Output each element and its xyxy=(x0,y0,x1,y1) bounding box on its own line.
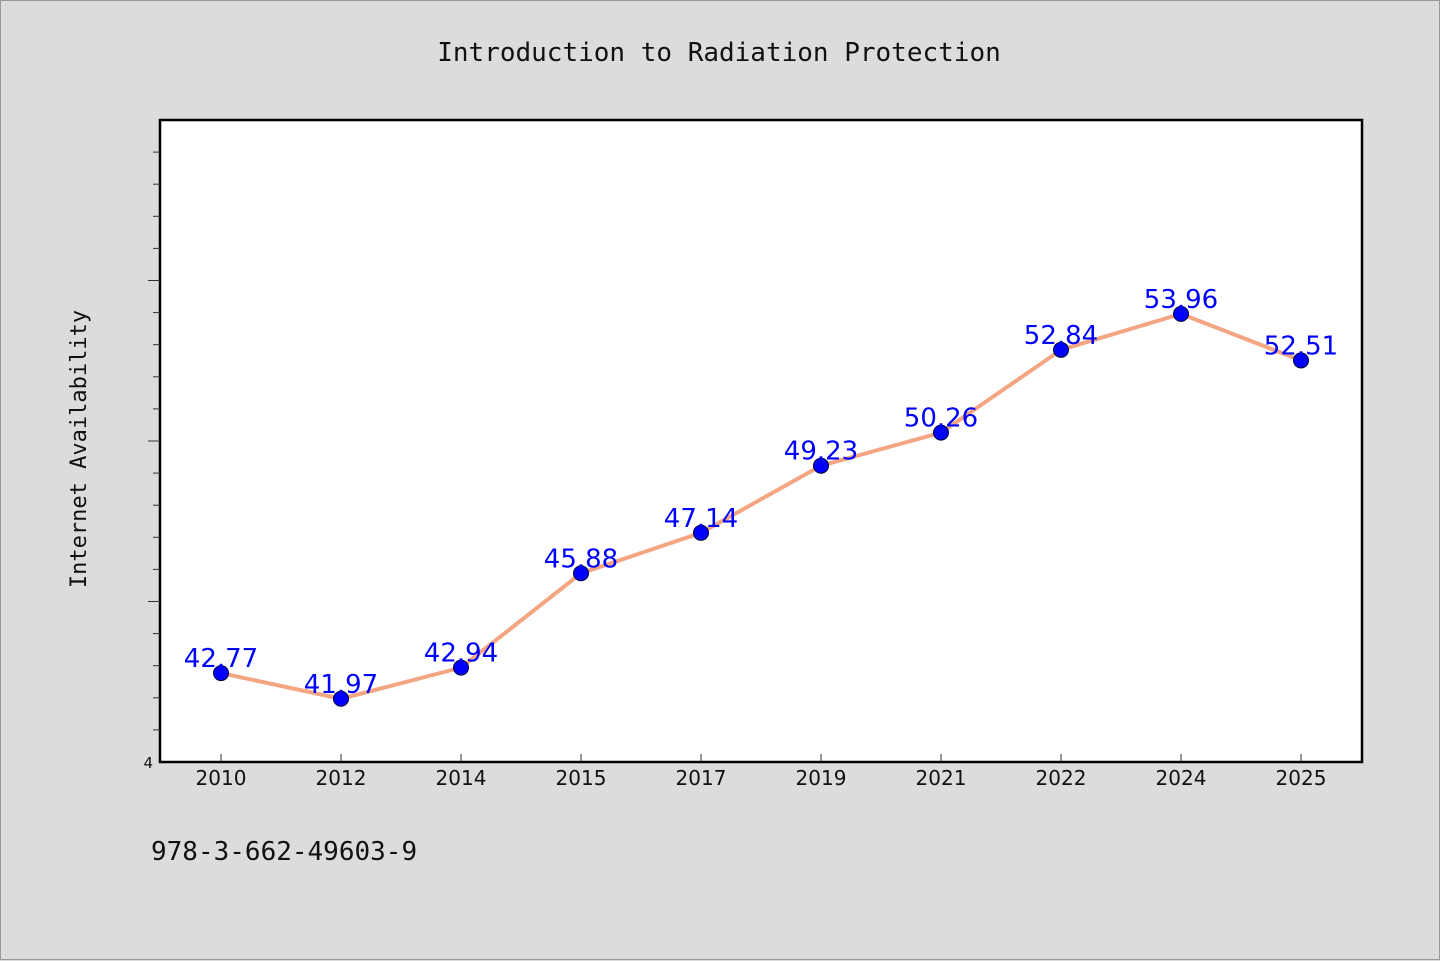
data-label: 42.94 xyxy=(424,639,498,669)
data-label: 45.88 xyxy=(544,544,618,574)
series-line xyxy=(220,311,1302,701)
data-point xyxy=(693,524,709,541)
data-point xyxy=(813,457,829,474)
data-label: 50.26 xyxy=(904,404,978,434)
data-label: 52.51 xyxy=(1264,331,1338,361)
data-label: 41.97 xyxy=(304,670,378,700)
x-tick-label: 2014 xyxy=(436,766,487,790)
x-tick-label: 2022 xyxy=(1036,766,1087,790)
y-axis-ticks xyxy=(148,151,160,731)
chart-title: Introduction to Radiation Protection xyxy=(437,38,1001,68)
data-point xyxy=(213,665,229,682)
x-tick-label: 2017 xyxy=(676,766,727,790)
data-label: 49.23 xyxy=(784,437,858,467)
y-tick-label: 4 xyxy=(143,754,153,772)
data-markers xyxy=(213,305,1309,707)
data-point xyxy=(453,659,469,676)
x-tick-label: 2012 xyxy=(316,766,367,790)
x-tick-label: 2025 xyxy=(1276,766,1327,790)
x-axis-ticks: 2010 2012 2014 2015 2017 2019 2021 2022 2024 2025 xyxy=(196,754,1327,790)
y-axis-label: Internet Availability xyxy=(67,310,92,588)
x-tick-label: 2015 xyxy=(556,766,607,790)
data-point xyxy=(333,690,349,707)
plot-area xyxy=(158,118,1364,764)
x-tick-label: 2024 xyxy=(1156,766,1207,790)
data-label: 52.84 xyxy=(1024,321,1098,351)
x-tick-label: 2019 xyxy=(796,766,847,790)
data-point xyxy=(1053,341,1069,358)
data-label: 42.77 xyxy=(184,644,258,674)
data-label: 47.14 xyxy=(664,504,738,534)
data-point xyxy=(1293,352,1309,369)
data-point xyxy=(573,565,589,582)
data-labels: 42.77 41.97 42.94 45.88 47.14 49.23 50.26 52.84… xyxy=(184,285,1338,700)
data-label: 53.96 xyxy=(1144,285,1218,315)
data-point xyxy=(1173,305,1189,322)
isbn-text: 978-3-662-49603-9 xyxy=(151,837,418,867)
series-line-group xyxy=(220,311,1302,701)
data-point xyxy=(933,424,949,441)
x-tick-label: 2010 xyxy=(196,766,247,790)
x-tick-label: 2021 xyxy=(916,766,967,790)
